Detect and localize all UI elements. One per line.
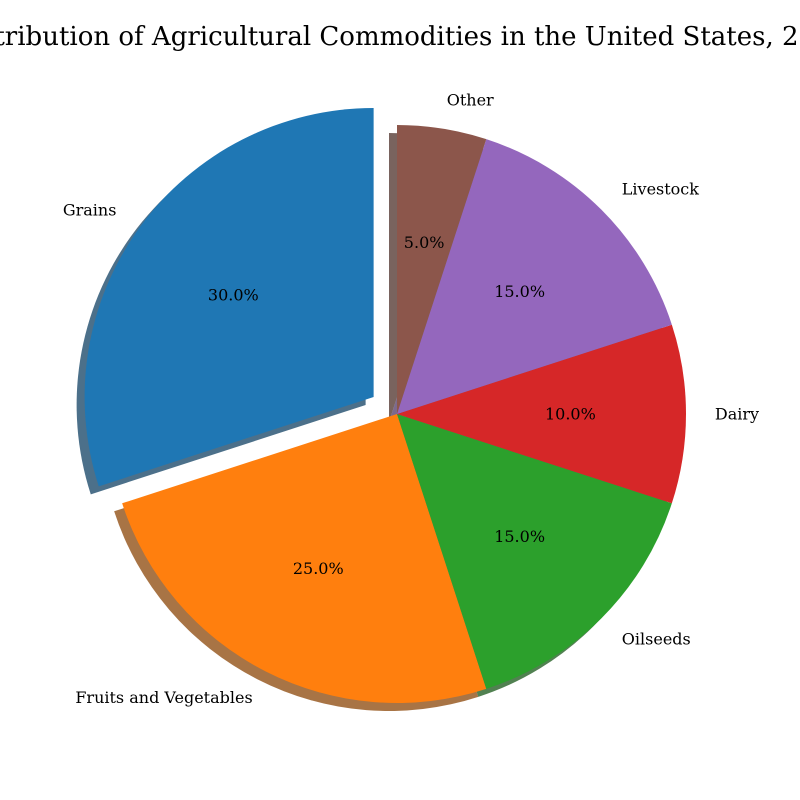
pct-livestock: 15.0% [494,282,545,301]
pct-other: 5.0% [404,233,445,252]
slice-grains [84,108,374,487]
slice-dairy [397,324,686,504]
label-livestock: Livestock [622,180,699,199]
slice-labels: Grains Fruits and Vegetables Oilseeds Dairy… [63,91,759,707]
pct-grains: 30.0% [208,286,259,305]
slice-livestock [397,139,672,415]
label-dairy: Dairy [715,405,759,424]
pct-dairy: 10.0% [545,405,596,424]
percentage-labels: 30.0% 25.0% 15.0% 10.0% 15.0% 5.0% [208,233,596,578]
slice-fruits-and-vegetables [122,414,487,704]
pie-slices [84,108,686,704]
chart-title: Distribution of Agricultural Commodities… [0,22,800,52]
label-other: Other [447,91,494,110]
slice-oilseeds [397,414,672,689]
label-oilseeds: Oilseeds [622,629,691,648]
pct-fruits-and-vegetables: 25.0% [293,559,344,578]
label-fruits-and-vegetables: Fruits and Vegetables [75,688,252,707]
pct-oilseeds: 15.0% [494,527,545,546]
label-grains: Grains [63,201,117,220]
slice-other [397,125,487,414]
